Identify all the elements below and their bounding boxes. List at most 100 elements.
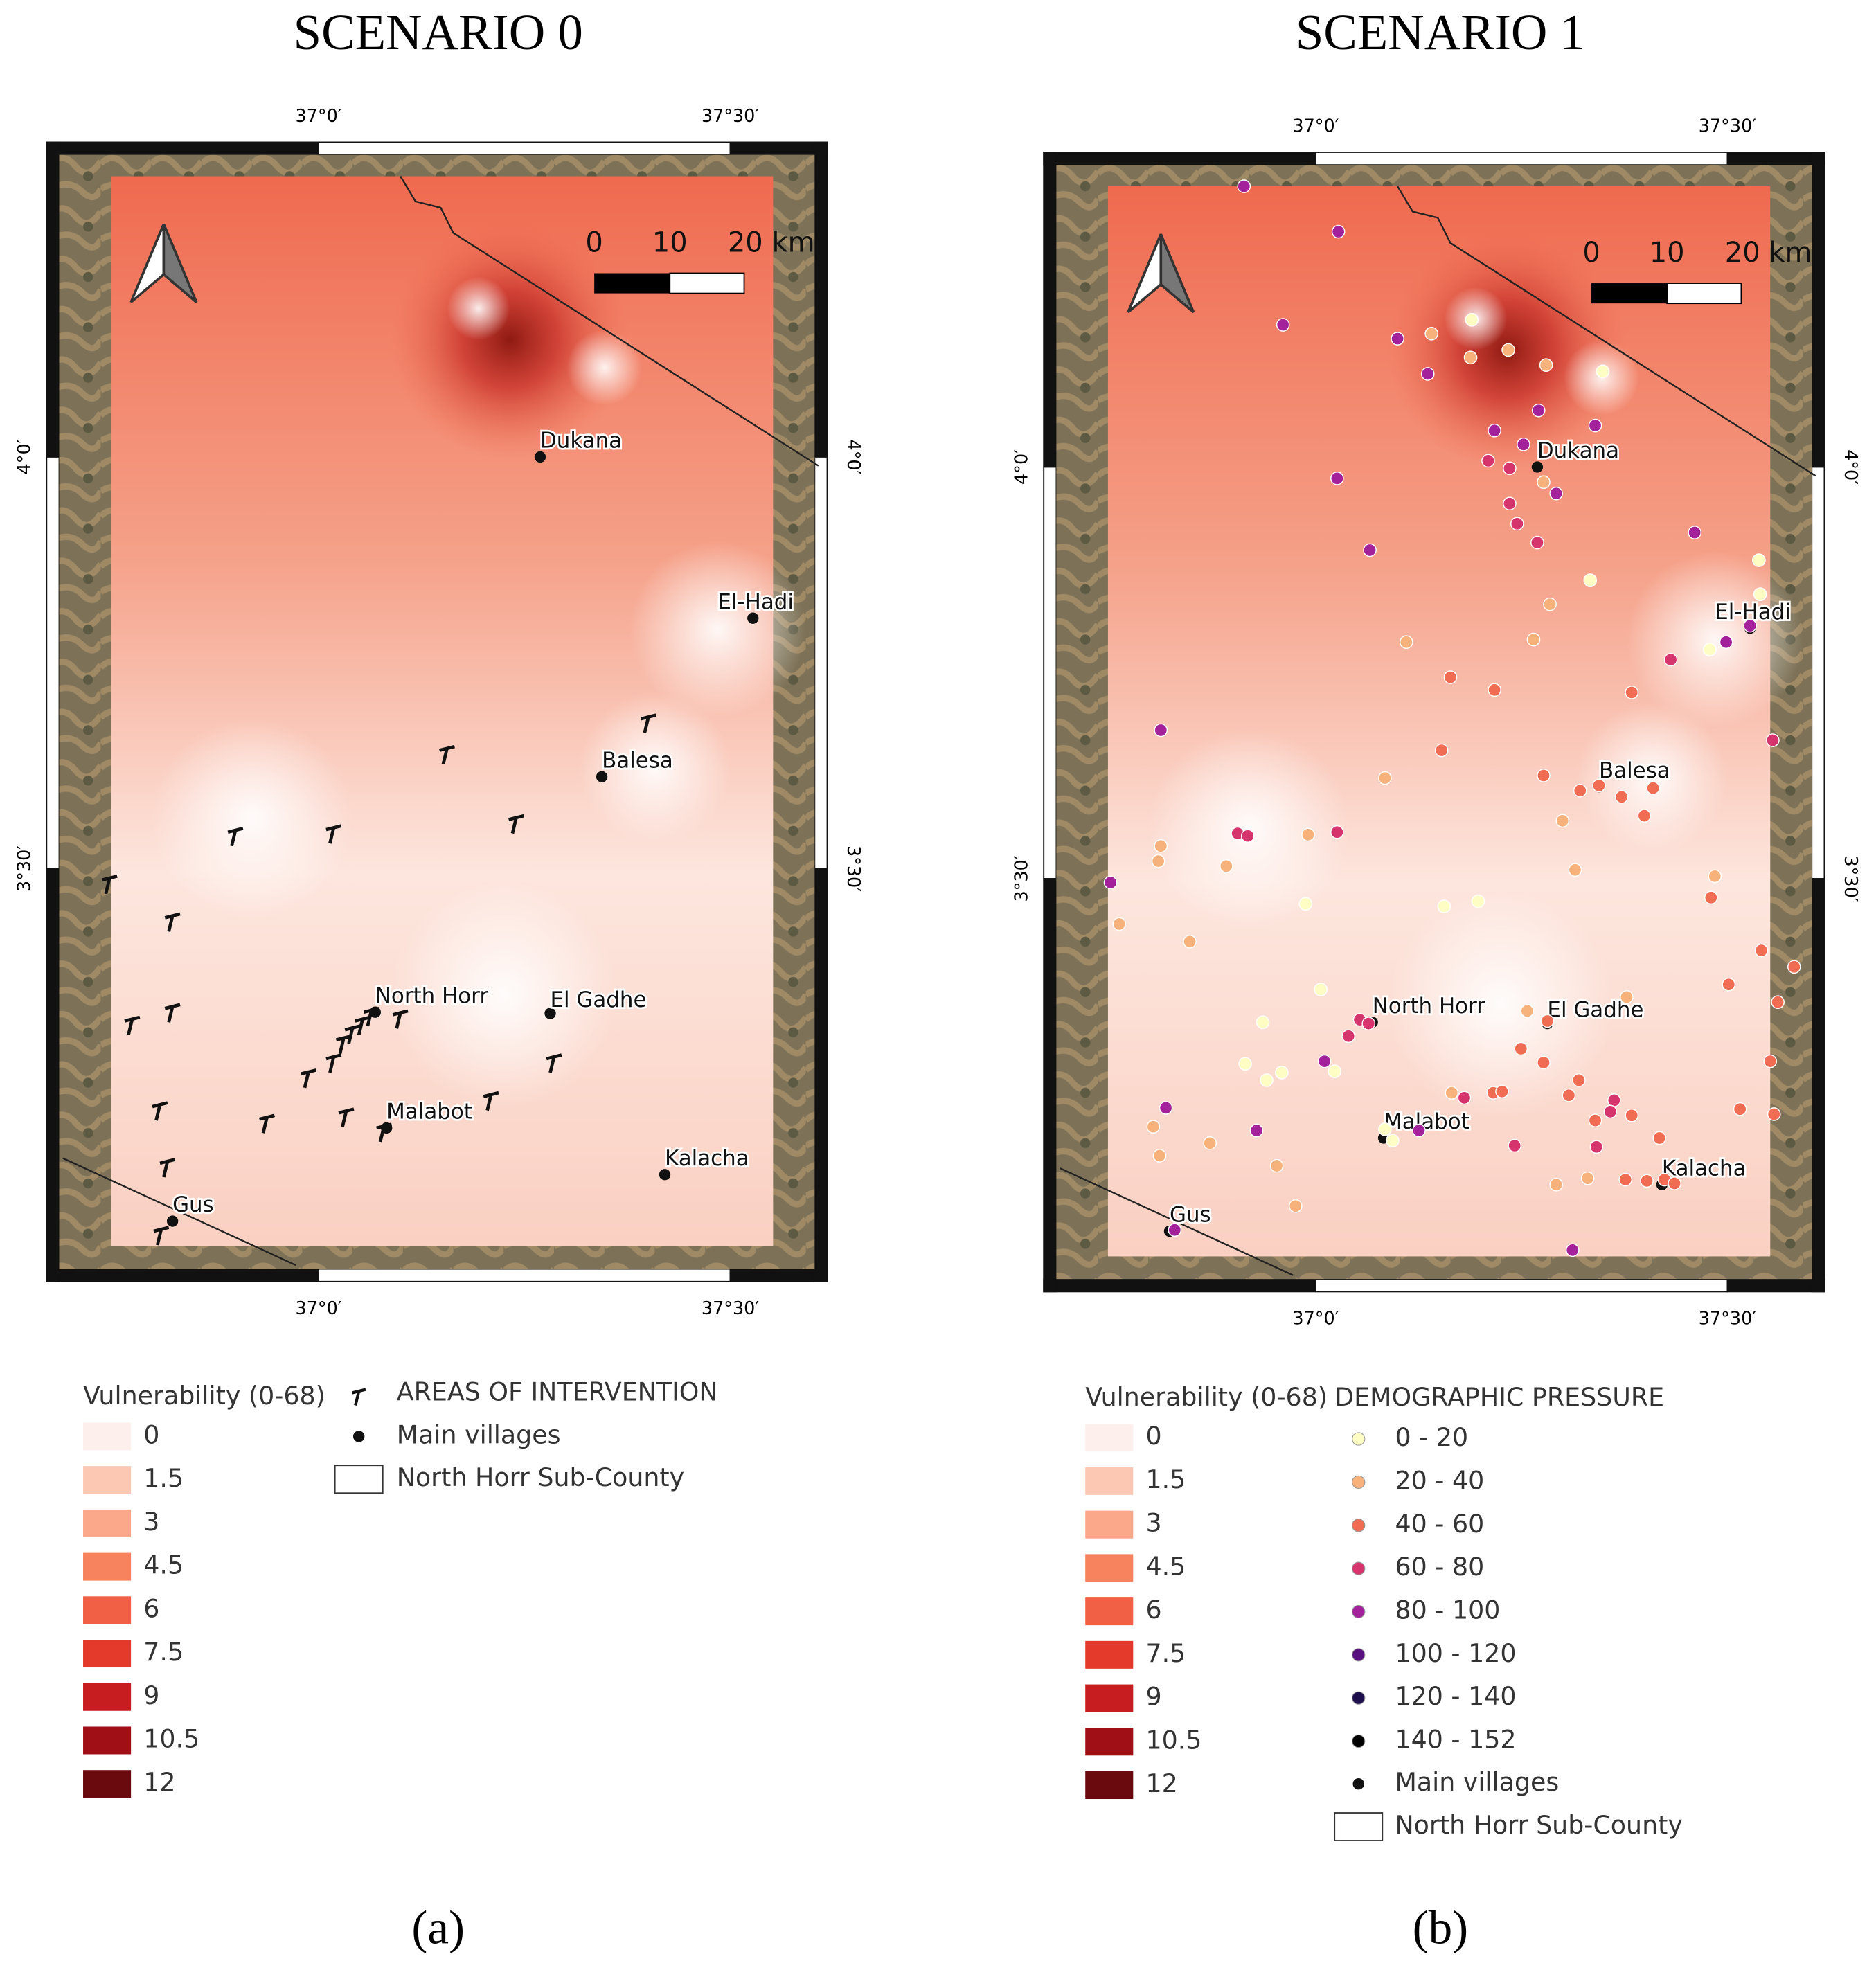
- legend-swatch: [1085, 1640, 1134, 1669]
- pressure-point: [1488, 683, 1501, 697]
- frame-segment: [318, 141, 731, 156]
- frame-segment: [1726, 1278, 1825, 1293]
- pressure-point: [1603, 1104, 1618, 1119]
- pressure-point: [1625, 686, 1639, 699]
- legend-point: [1352, 1475, 1366, 1489]
- intervention-marker: [392, 1009, 409, 1029]
- legend-swatch: [83, 1422, 132, 1451]
- legend-swatch: [1085, 1510, 1134, 1539]
- pressure-point: [1314, 983, 1328, 996]
- low-vulnerability-spot: [1387, 891, 1614, 1118]
- legend-title: Vulnerability (0-68): [1085, 1382, 1328, 1412]
- pressure-point: [1510, 517, 1524, 531]
- pressure-point: [1495, 1084, 1509, 1099]
- village-dot: [369, 1006, 382, 1018]
- north-arrow: [1159, 233, 1195, 314]
- pressure-point: [1620, 990, 1634, 1004]
- low-vulnerability-spot: [629, 541, 806, 718]
- pressure-point: [1378, 771, 1392, 785]
- pressure-point: [1531, 403, 1546, 418]
- pressure-point: [1539, 358, 1553, 373]
- pressure-point: [1646, 781, 1660, 795]
- frame-segment: [814, 868, 828, 1282]
- panel-title: SCENARIO 1: [1296, 4, 1585, 60]
- longitude-label: 37°0′: [295, 106, 341, 127]
- intervention-marker: [124, 1015, 141, 1036]
- legend-point: [1352, 1561, 1366, 1575]
- legend-swatch: [1085, 1554, 1134, 1582]
- legend-village: [353, 1431, 365, 1442]
- panel-title: SCENARIO 0: [294, 4, 583, 60]
- legend-label: 7.5: [1145, 1638, 1186, 1668]
- legend-label: 80 - 100: [1395, 1595, 1500, 1624]
- legend-swatch: [1085, 1597, 1134, 1626]
- pressure-point: [1543, 597, 1557, 611]
- pressure-point: [1549, 1177, 1563, 1192]
- intervention-marker: [338, 1107, 355, 1127]
- pressure-point: [1112, 917, 1127, 931]
- county-boundary: [400, 175, 819, 467]
- pressure-point: [1733, 1102, 1747, 1116]
- pressure-point: [1103, 875, 1118, 890]
- frame-segment: [1811, 152, 1825, 468]
- legend-label: 10.5: [143, 1723, 199, 1753]
- village-dot: [747, 612, 759, 624]
- legend-swatch: [1085, 1771, 1134, 1800]
- frame-segment: [318, 1268, 731, 1282]
- legend-swatch: [83, 1509, 132, 1537]
- frame-segment: [46, 1268, 319, 1282]
- legend-swatch: [83, 1770, 132, 1798]
- village-dot: [1531, 461, 1544, 473]
- pressure-point: [1754, 943, 1769, 958]
- longitude-label: 37°30′: [702, 106, 759, 127]
- intervention-marker: [101, 875, 118, 895]
- pressure-point: [1753, 587, 1767, 601]
- pressure-point: [1465, 312, 1479, 327]
- pressure-point: [1330, 825, 1344, 839]
- legend-label: 1.5: [143, 1463, 184, 1493]
- latitude-label: 4°0′: [14, 439, 35, 474]
- village-label: El-Hadi: [717, 589, 794, 614]
- pressure-point: [1589, 1140, 1604, 1154]
- legend-label: 3: [143, 1507, 159, 1537]
- village-label: El Gadhe: [551, 987, 647, 1012]
- panel-label: (b): [1413, 1901, 1469, 1954]
- village-dot: [381, 1122, 393, 1134]
- pressure-point: [1159, 1101, 1173, 1115]
- pressure-point: [1503, 461, 1517, 476]
- longitude-label: 37°0′: [1292, 1308, 1339, 1329]
- pressure-point: [1526, 632, 1541, 647]
- pressure-point: [1275, 1066, 1289, 1080]
- pressure-point: [1637, 809, 1652, 823]
- frame-segment: [1726, 152, 1825, 166]
- pressure-point: [1688, 526, 1701, 539]
- pressure-point: [1443, 670, 1458, 684]
- legend-label: 12: [1145, 1768, 1177, 1798]
- longitude-label: 37°30′: [1699, 1308, 1756, 1329]
- frame-segment: [1043, 1278, 1316, 1293]
- pressure-point: [1488, 423, 1501, 438]
- pressure-point: [1583, 573, 1598, 587]
- legend-label: 9: [143, 1681, 159, 1710]
- legend-boundary: [1334, 1812, 1384, 1841]
- legend-label: 4.5: [143, 1550, 184, 1580]
- village-label: Kalacha: [665, 1146, 749, 1171]
- intervention-marker: [258, 1113, 275, 1134]
- legend-label: Main villages: [1395, 1767, 1559, 1797]
- pressure-point: [1592, 778, 1606, 793]
- pressure-point: [1514, 1041, 1528, 1056]
- pressure-point: [1249, 1123, 1264, 1138]
- pressure-point: [1331, 224, 1346, 239]
- latitude-label: 3°30′: [14, 845, 35, 892]
- legend-label: 20 - 40: [1395, 1465, 1484, 1495]
- low-vulnerability-spot: [390, 881, 617, 1108]
- village-label: Balesa: [602, 748, 673, 773]
- pressure-point: [1434, 743, 1449, 758]
- pressure-point: [1386, 1134, 1400, 1147]
- legend-point: [1352, 1648, 1366, 1662]
- pressure-point: [1588, 418, 1602, 433]
- scale-bar: [594, 273, 670, 294]
- pressure-point: [1503, 496, 1517, 511]
- legend-title: DEMOGRAPHIC PRESSURE: [1334, 1382, 1664, 1412]
- intervention-marker: [325, 824, 342, 844]
